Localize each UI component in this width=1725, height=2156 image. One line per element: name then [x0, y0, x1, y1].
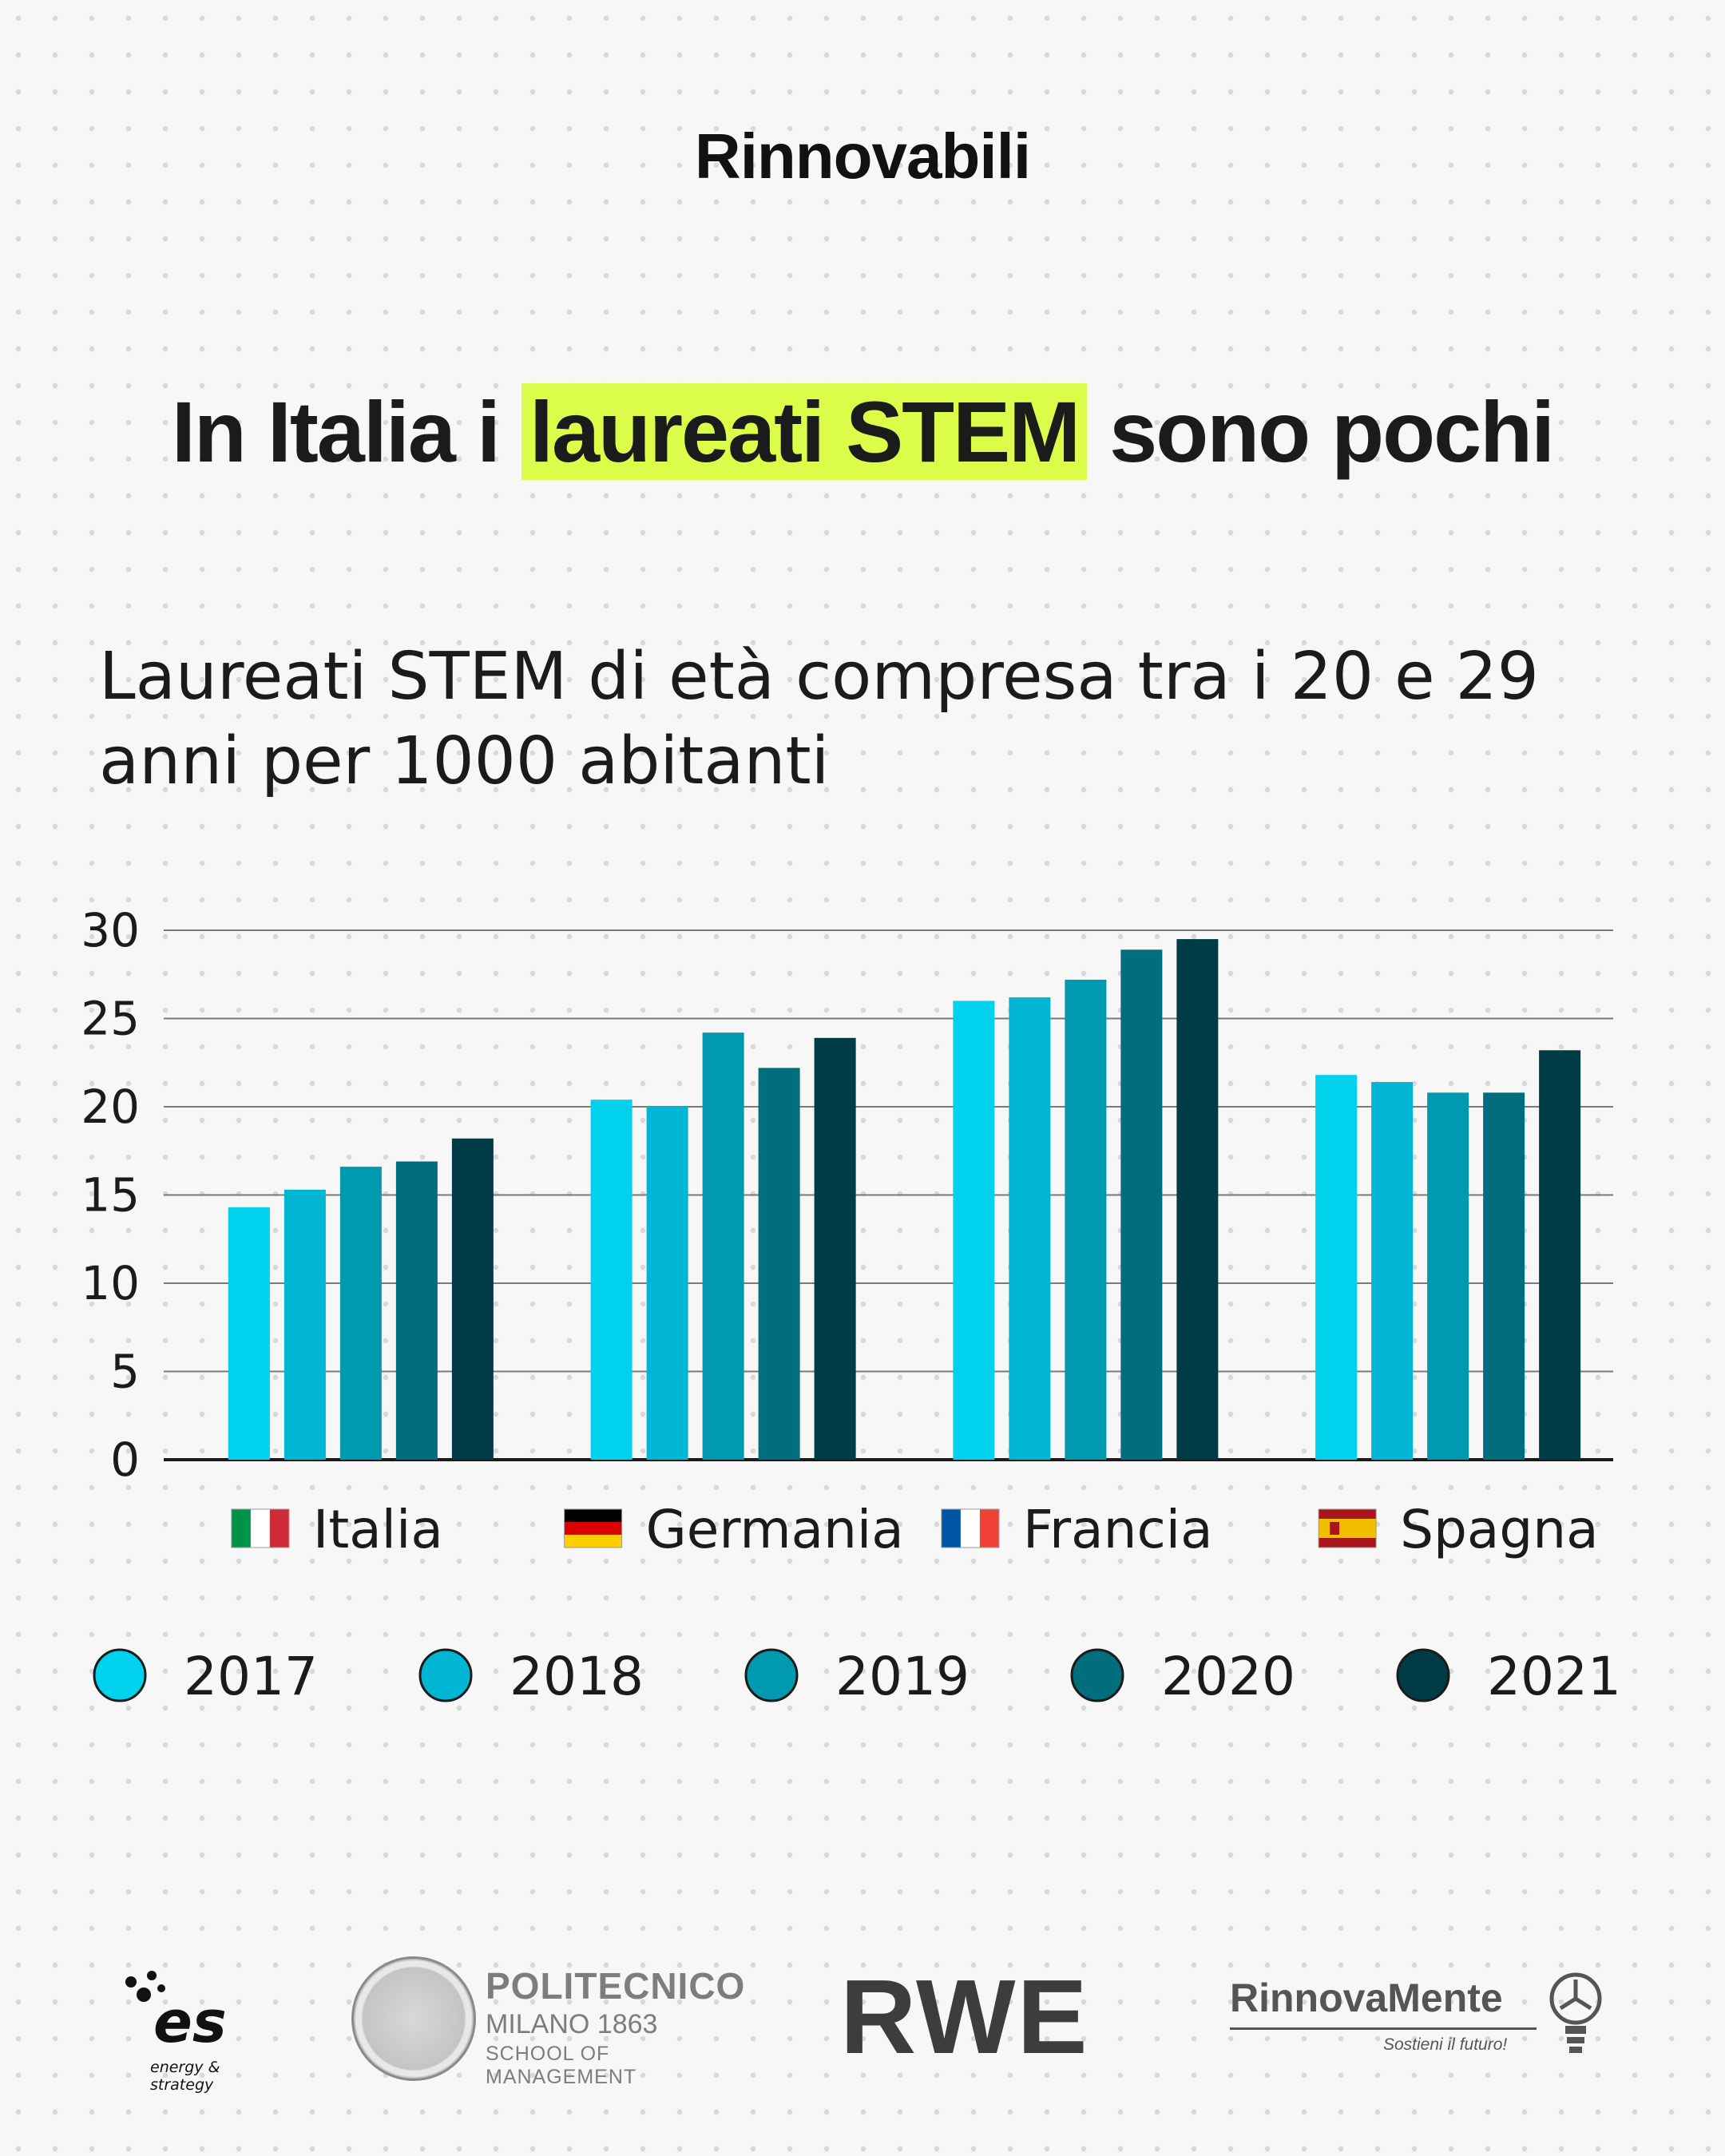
chart-title: Laureati STEM di età compresa tra i 20 e…: [99, 639, 1539, 799]
rinnovamente-tagline: Sostieni il futuro!: [1383, 2035, 1508, 2054]
bar-germania-2018: [646, 1107, 688, 1460]
bar-spagna-2019: [1427, 1092, 1469, 1460]
bar-italia-2021: [451, 1138, 494, 1460]
bar-italia-2018: [284, 1189, 326, 1460]
lightbulb-icon: [1549, 1972, 1602, 2053]
legend-item-2018: 2018: [418, 1646, 644, 1707]
legend-swatch: [418, 1648, 473, 1702]
es-drops-icon: [125, 1971, 165, 2002]
legend: 2017 2018 2019 2020 2021: [93, 1646, 1621, 1707]
legend-label: 2020: [1161, 1646, 1295, 1707]
y-tick-label: 0: [110, 1433, 140, 1487]
bar-germania-2020: [758, 1068, 800, 1460]
es-mark: es: [153, 1988, 227, 2055]
y-tick-label: 10: [81, 1256, 140, 1310]
rinnovamente-name: RinnovaMente: [1230, 1976, 1503, 2020]
y-tick-label: 20: [81, 1080, 140, 1134]
headline-highlight: laureati STEM: [521, 383, 1088, 480]
germany-flag-icon: [564, 1508, 623, 1548]
bar-chart: 0 5 10 15 20 25 30 Italia Germania Francia Spagna…: [81, 903, 1621, 1707]
bar-italia-2019: [339, 1167, 382, 1460]
politecnico-line1: POLITECNICO: [486, 1965, 746, 2007]
legend-label: 2018: [510, 1646, 644, 1707]
y-tick-label: 15: [81, 1168, 140, 1223]
y-tick-label: 30: [81, 903, 140, 957]
x-axis-labels: Italia Germania Francia Spagna: [231, 1499, 1599, 1560]
legend-swatch: [1396, 1648, 1450, 1702]
bar-germania-2017: [590, 1100, 632, 1460]
bar-francia-2017: [953, 1001, 995, 1460]
legend-label: 2017: [184, 1646, 318, 1707]
headline: In Italia i laureati STEM sono pochi: [0, 380, 1725, 484]
bars: [228, 939, 1581, 1460]
bar-spagna-2020: [1483, 1092, 1525, 1460]
legend-swatch: [744, 1648, 799, 1702]
politecnico-line2: MILANO 1863: [486, 2009, 658, 2039]
italy-flag-icon: [231, 1508, 290, 1548]
politecnico-logo: POLITECNICO MILANO 1863 SCHOOL OF MANAGE…: [351, 1956, 767, 2088]
legend-item-2019: 2019: [744, 1646, 970, 1707]
rinnovamente-underline: [1230, 2027, 1537, 2030]
legend-label: 2021: [1487, 1646, 1621, 1707]
y-tick-label: 25: [81, 992, 140, 1046]
bar-italia-2020: [395, 1161, 438, 1460]
y-tick-label: 5: [110, 1345, 140, 1399]
rinnovamente-logo: RinnovaMente Sostieni il futuro!: [1230, 1968, 1613, 2080]
politecnico-seal-icon: [351, 1956, 476, 2081]
x-category-label: Francia: [1023, 1499, 1213, 1560]
bar-italia-2017: [228, 1207, 270, 1460]
bar-germania-2019: [702, 1032, 744, 1460]
es-tagline: energy & strategy: [150, 2059, 220, 2094]
x-category-label: Germania: [646, 1499, 904, 1560]
bar-francia-2021: [1176, 939, 1219, 1460]
x-category-label: Spagna: [1400, 1499, 1598, 1560]
bar-germania-2021: [814, 1037, 856, 1460]
bar-spagna-2017: [1315, 1075, 1358, 1460]
brand-logo: Rinnovabili: [694, 121, 1031, 192]
energy-strategy-logo: es energy & strategy: [120, 1964, 256, 2094]
spain-flag-icon: [1318, 1508, 1377, 1548]
rwe-logo: RWE: [840, 1958, 1089, 2075]
legend-item-2020: 2020: [1070, 1646, 1295, 1707]
bar-spagna-2021: [1539, 1050, 1581, 1460]
legend-item-2017: 2017: [93, 1646, 318, 1707]
legend-item-2021: 2021: [1396, 1646, 1621, 1707]
headline-after: sono pochi: [1087, 383, 1555, 480]
bar-spagna-2018: [1371, 1082, 1414, 1460]
x-category-label: Italia: [313, 1499, 443, 1560]
legend-swatch: [1070, 1648, 1124, 1702]
politecnico-line3: SCHOOL OF MANAGEMENT: [486, 2043, 637, 2088]
bar-francia-2018: [1009, 997, 1051, 1460]
france-flag-icon: [941, 1508, 1000, 1548]
bar-francia-2020: [1120, 949, 1163, 1460]
bar-francia-2019: [1065, 979, 1107, 1460]
footer-logos: es energy & strategy POLITECNICO MILANO …: [0, 1948, 1725, 2094]
legend-label: 2019: [835, 1646, 970, 1707]
headline-before: In Italia i: [171, 383, 521, 480]
legend-swatch: [93, 1648, 147, 1702]
y-axis: 0 5 10 15 20 25 30: [81, 903, 140, 1487]
